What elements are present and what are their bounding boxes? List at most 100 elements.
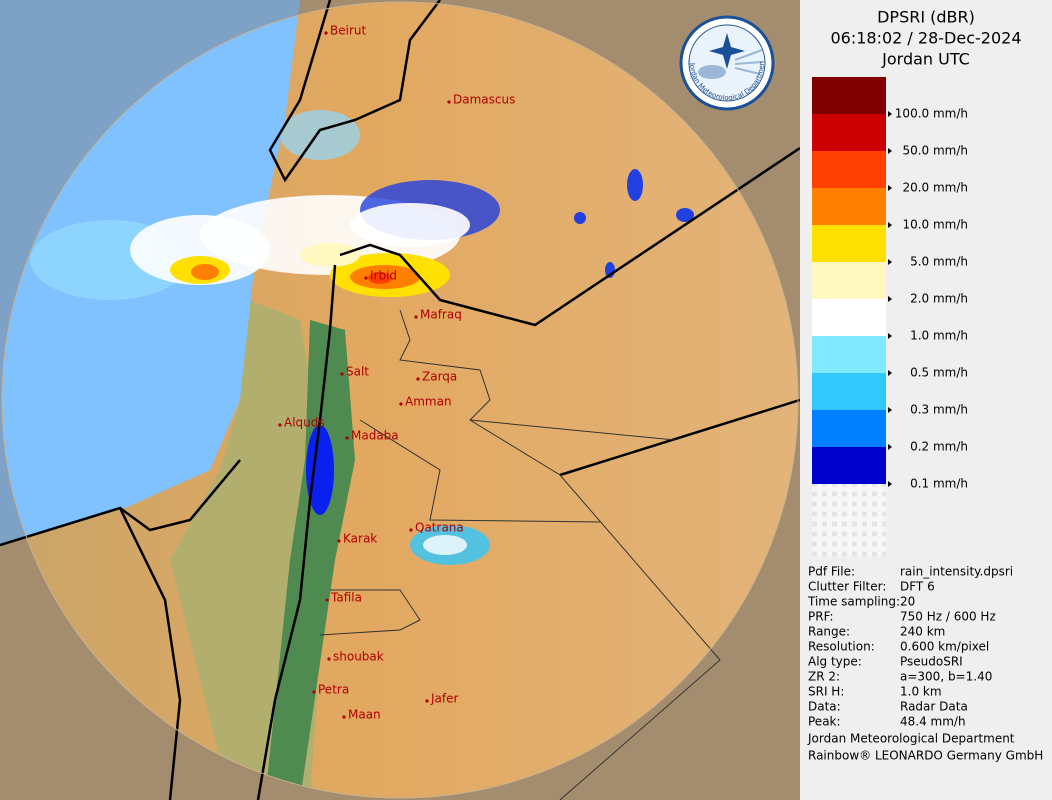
city-label: Maan [348, 708, 381, 722]
info-key: Resolution: [808, 640, 875, 654]
legend-pointer [888, 333, 892, 339]
info-value: 240 km [900, 625, 945, 639]
panel-zone: Jordan UTC [881, 50, 970, 69]
legend-swatch [812, 77, 886, 114]
legend-swatch [812, 262, 886, 299]
legend-label: 100.0 mm/h [895, 107, 968, 121]
city-dot [278, 423, 282, 427]
city-dot [327, 657, 331, 661]
legend-pointer [888, 259, 892, 265]
city-dot [342, 715, 346, 719]
city-dot [399, 402, 403, 406]
legend-swatch [812, 299, 886, 336]
radar-coverage [2, 2, 798, 798]
info-key: Time sampling: [807, 595, 900, 609]
legend-pointer [888, 370, 892, 376]
info-value: 0.600 km/pixel [900, 640, 989, 654]
city-dot [447, 100, 451, 104]
footer-line: Jordan Meteorological Department [807, 732, 1015, 746]
legend-swatch [812, 336, 886, 373]
info-value: 48.4 mm/h [900, 715, 966, 729]
legend-swatch [812, 188, 886, 225]
jordan-valley [265, 320, 355, 798]
city-dot [409, 528, 413, 532]
rain-echoes [30, 110, 694, 565]
city-label: Damascus [453, 93, 515, 107]
info-value: Radar Data [900, 700, 968, 714]
legend-label: 0.1 mm/h [910, 477, 968, 491]
legend-pointer [888, 222, 892, 228]
info-key: Peak: [808, 715, 841, 729]
district-lines [319, 309, 721, 800]
legend-label: 2.0 mm/h [910, 292, 968, 306]
city-dot [325, 598, 329, 602]
info-value: rain_intensity.dpsri [900, 565, 1013, 579]
info-key: Clutter Filter: [808, 580, 886, 594]
legend-pointer [888, 111, 892, 117]
info-value: PseudoSRI [900, 655, 963, 669]
city-label: Mafraq [420, 308, 462, 322]
legend-label: 20.0 mm/h [902, 181, 968, 195]
info-key: PRF: [808, 610, 834, 624]
legend-swatch [812, 373, 886, 410]
city-dot [324, 31, 328, 35]
info-key: Data: [808, 700, 841, 714]
info-value: a=300, b=1.40 [900, 670, 992, 684]
legend-pointer [888, 148, 892, 154]
panel-title: DPSRI (dBR) [877, 8, 975, 27]
legend-pointer [888, 444, 892, 450]
legend-label: 0.2 mm/h [910, 440, 968, 454]
city-label: Tafila [330, 591, 362, 605]
legend-label: 0.3 mm/h [910, 403, 968, 417]
city-dot [364, 276, 368, 280]
city-label: Zarqa [422, 370, 457, 384]
side-panel: DPSRI (dBR) 06:18:02 / 28-Dec-2024 Jorda… [800, 0, 1052, 800]
info-key: Pdf File: [808, 565, 855, 579]
legend-pointer [888, 185, 892, 191]
info-key: ZR 2: [808, 670, 840, 684]
legend-swatch [812, 410, 886, 447]
legend-pointer [888, 296, 892, 302]
panel-time: 06:18:02 / 28-Dec-2024 [830, 29, 1021, 48]
info-value: 750 Hz / 600 Hz [900, 610, 996, 624]
city-label: Qatrana [415, 521, 464, 535]
city-dot [345, 436, 349, 440]
city-label: Alquds [284, 416, 325, 430]
city-labels: Beirut Damascus Irbid Mafraq Salt Zarqa Amman A… [278, 24, 515, 722]
info-key: SRI H: [808, 685, 844, 699]
city-label: Irbid [370, 269, 397, 283]
range-ring [1, 1, 799, 799]
no-data-swatch [812, 481, 886, 557]
legend-swatch [812, 151, 886, 188]
city-dot [414, 315, 418, 319]
city-dot [425, 699, 429, 703]
city-dot [337, 539, 341, 543]
city-label: Amman [405, 395, 452, 409]
legend-label: 50.0 mm/h [902, 144, 968, 158]
info-key: Alg type: [808, 655, 862, 669]
legend-label: 10.0 mm/h [902, 218, 968, 232]
legend-label: 5.0 mm/h [910, 255, 968, 269]
city-label: Jafer [430, 692, 459, 706]
info-value: 20 [900, 595, 915, 609]
info-value: 1.0 km [900, 685, 942, 699]
city-label: Madaba [351, 429, 399, 443]
city-label: Beirut [330, 24, 366, 38]
footer-line: Rainbow® LEONARDO Germany GmbH [808, 749, 1043, 763]
city-label: Karak [343, 532, 377, 546]
city-dot [416, 377, 420, 381]
legend-swatch [812, 225, 886, 262]
city-dot [312, 690, 316, 694]
legend-pointer [888, 481, 892, 487]
city-dot [340, 372, 344, 376]
legend-swatch [812, 114, 886, 151]
legend-label: 1.0 mm/h [910, 329, 968, 343]
city-label: Petra [318, 683, 349, 697]
city-label: Salt [346, 365, 369, 379]
legend-swatch [812, 447, 886, 484]
legend-label: 0.5 mm/h [910, 366, 968, 380]
borders [0, 0, 800, 800]
legend-pointer [888, 407, 892, 413]
city-label: shoubak [333, 650, 384, 664]
